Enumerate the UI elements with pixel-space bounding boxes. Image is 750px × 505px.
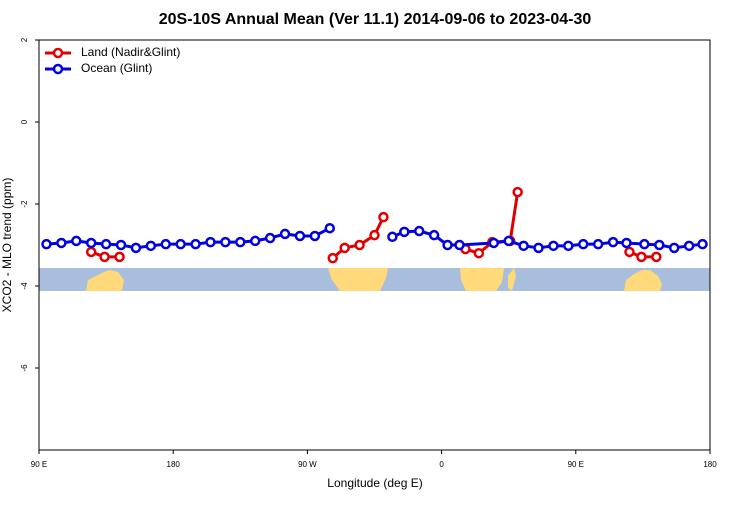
data-point [205, 236, 216, 248]
legend-label: Ocean (Glint) [81, 61, 152, 75]
data-point [294, 230, 306, 242]
data-point [100, 238, 112, 250]
data-point [488, 237, 500, 249]
data-point [56, 237, 67, 249]
data-point [428, 229, 440, 241]
legend-marker [52, 47, 64, 59]
data-point [264, 232, 276, 244]
x-tick-label: 90 E [31, 460, 47, 469]
data-point [454, 239, 465, 251]
data-point [309, 230, 321, 242]
y-tick-label: 0 [20, 119, 29, 124]
data-point [327, 252, 338, 264]
data-point [654, 239, 665, 251]
data-point [339, 242, 350, 254]
data-point [512, 186, 523, 198]
data-point [548, 240, 559, 252]
data-point [175, 238, 186, 250]
data-point [378, 211, 389, 223]
land-shape [328, 268, 388, 291]
data-point [399, 226, 410, 238]
x-tick-label: 180 [167, 460, 181, 469]
data-point [279, 228, 291, 240]
data-point [114, 251, 125, 263]
y-tick-label: 2 [20, 37, 29, 42]
land-shape [624, 270, 662, 291]
data-point [442, 239, 453, 251]
data-point [354, 239, 365, 251]
data-point [697, 238, 708, 250]
legend-marker [52, 63, 64, 75]
x-tick-label: 90 E [568, 460, 584, 469]
y-axis-label: XCO2 - MLO trend (ppm) [0, 178, 14, 313]
data-point [220, 236, 231, 248]
map-strip [39, 268, 710, 291]
data-point [249, 235, 261, 247]
y-tick-label: -6 [20, 364, 29, 372]
data-point [85, 246, 97, 258]
data-point [145, 240, 157, 252]
data-point [607, 236, 619, 248]
plot-frame [38, 39, 711, 451]
data-point [130, 242, 142, 254]
data-point [324, 222, 336, 234]
data-point [413, 225, 425, 237]
data-point [683, 240, 695, 252]
x-axis-label: Longitude (deg E) [327, 476, 422, 490]
x-tick-label: 180 [703, 460, 717, 469]
data-point [503, 235, 514, 247]
data-point [563, 240, 574, 252]
data-point [621, 237, 632, 249]
data-point [369, 229, 380, 241]
data-point [115, 239, 127, 251]
x-tick-label: 90 W [298, 460, 317, 469]
data-point [636, 251, 647, 263]
x-tick-label: 0 [439, 460, 444, 469]
data-point [639, 238, 650, 250]
data-point [190, 238, 201, 250]
data-point [160, 238, 171, 250]
land-shape [86, 270, 124, 291]
data-point [85, 237, 97, 249]
data-point [71, 235, 82, 247]
data-point [518, 240, 529, 252]
y-tick-label: -4 [20, 282, 29, 290]
chart-title: 20S-10S Annual Mean (Ver 11.1) 2014-09-0… [159, 11, 592, 28]
data-point [668, 242, 680, 254]
data-point [651, 251, 662, 263]
data-point [624, 246, 635, 258]
land-shape [460, 268, 516, 291]
data-point [99, 251, 110, 263]
data-point [592, 238, 604, 250]
data-point [533, 242, 544, 254]
data-point [235, 236, 246, 248]
data-point [41, 238, 52, 250]
legend-label: Land (Nadir&Glint) [81, 45, 180, 59]
data-point [473, 247, 485, 259]
y-tick-label: -2 [20, 200, 29, 208]
data-point [578, 238, 589, 250]
data-point [387, 231, 398, 243]
